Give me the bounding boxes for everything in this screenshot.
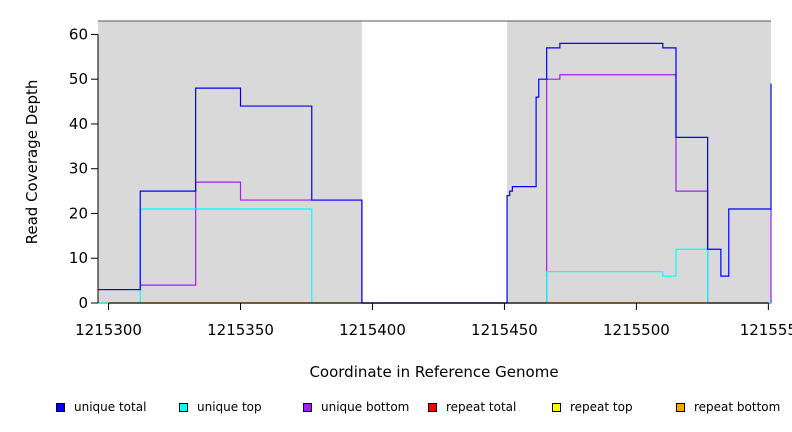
shaded-region-1 [98, 21, 362, 303]
legend: unique total unique top unique bottom repea… [0, 400, 792, 420]
legend-item-unique-top: unique top [179, 400, 262, 414]
y-tick-label: 40 [69, 115, 88, 133]
y-tick-label: 60 [69, 25, 88, 43]
x-tick-label: 1215300 [75, 321, 142, 339]
x-axis-title: Coordinate in Reference Genome [309, 363, 558, 381]
legend-label: unique top [197, 400, 262, 414]
legend-label: repeat total [446, 400, 517, 414]
legend-label: unique total [74, 400, 147, 414]
y-tick-label: 30 [69, 160, 88, 178]
axes: 0 10 20 30 40 50 60 1215300 1215350 1215400 121545… [69, 20, 792, 339]
legend-swatch [676, 402, 685, 412]
legend-item-repeat-total: repeat total [428, 400, 516, 414]
legend-swatch [56, 402, 65, 412]
x-tick-label: 1215450 [471, 321, 538, 339]
x-tick-label: 1215350 [207, 321, 274, 339]
legend-swatch [303, 402, 312, 412]
series-unique-total [98, 42, 772, 304]
legend-item-repeat-bottom: repeat bottom [676, 400, 780, 414]
y-tick-label: 50 [69, 70, 88, 88]
legend-item-unique-total: unique total [56, 400, 146, 414]
legend-item-repeat-top: repeat top [552, 400, 633, 414]
legend-swatch [179, 402, 188, 412]
legend-item-unique-bottom: unique bottom [303, 400, 409, 414]
y-tick-label: 10 [69, 249, 88, 267]
legend-label: unique bottom [321, 400, 410, 414]
legend-swatch [552, 402, 561, 412]
legend-label: repeat bottom [694, 400, 781, 414]
x-tick-label: 1215500 [603, 321, 670, 339]
y-tick-label: 20 [69, 204, 88, 222]
y-tick-label: 0 [78, 294, 88, 312]
shaded-region-2 [507, 21, 771, 303]
x-tick-label: 1215400 [339, 321, 406, 339]
series-unique-top [98, 208, 771, 304]
legend-label: repeat top [570, 400, 633, 414]
y-axis-title: Read Coverage Depth [23, 80, 41, 245]
shaded-regions [98, 21, 771, 303]
x-tick-label: 121555 [740, 321, 792, 339]
legend-swatch [428, 402, 437, 412]
